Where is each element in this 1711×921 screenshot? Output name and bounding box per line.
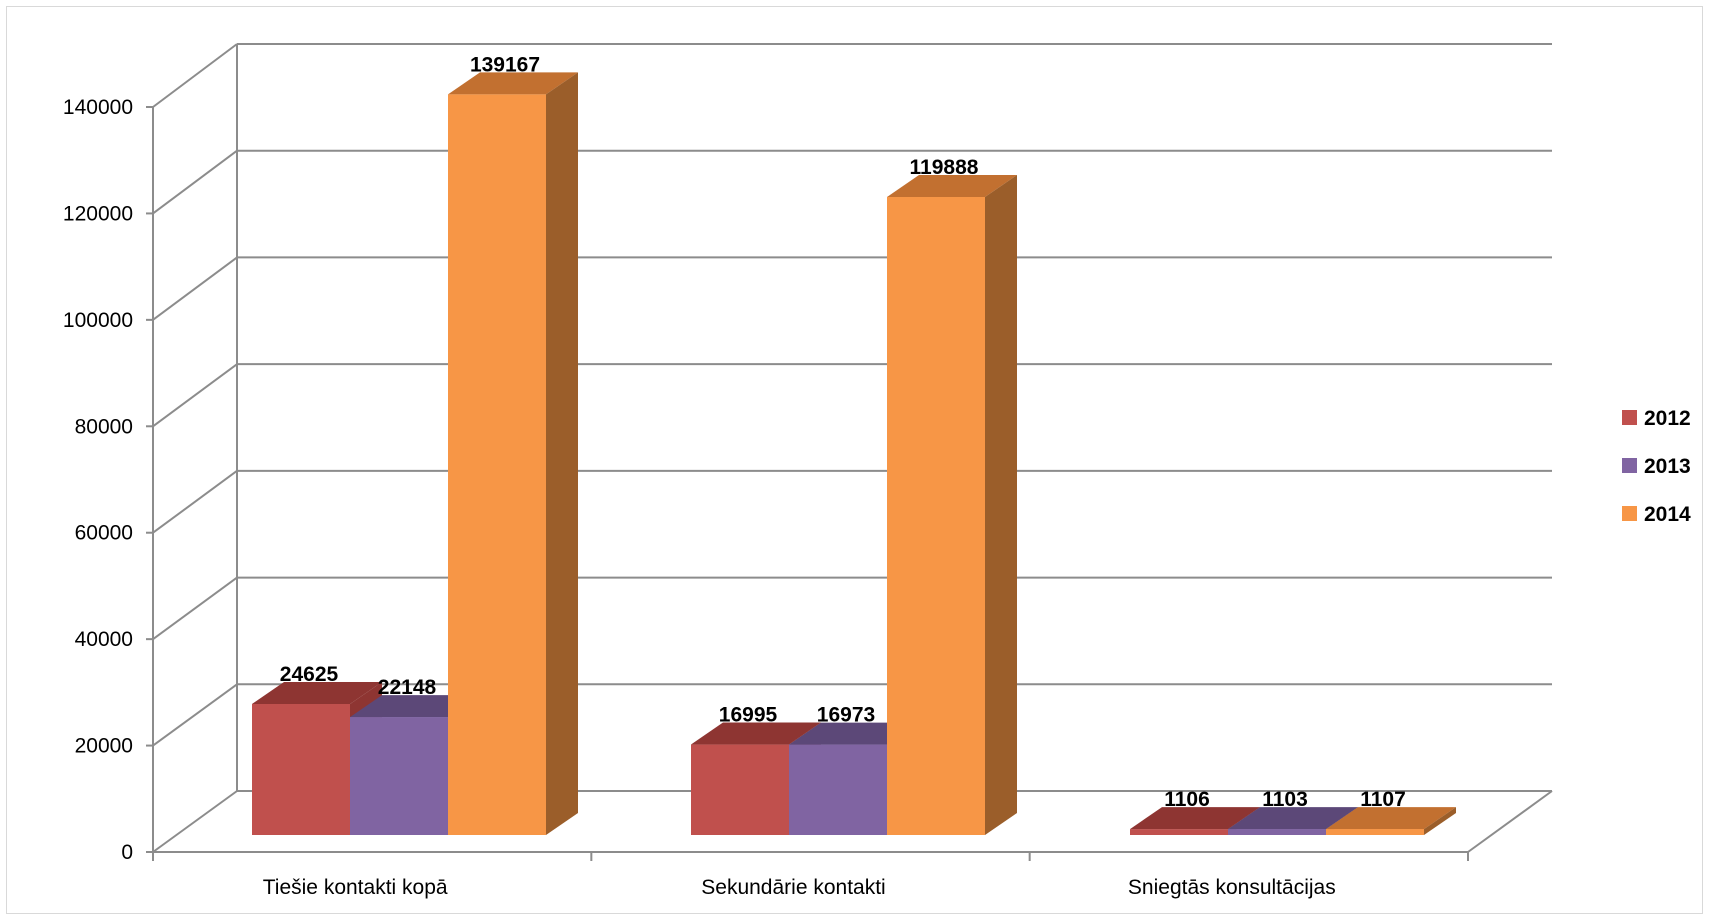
- gridline-diagonal: [152, 43, 238, 108]
- gridline-diagonal: [152, 149, 238, 215]
- bar-2014-top: [887, 175, 1017, 198]
- bar-2014-top: [448, 72, 578, 95]
- bar-2014-front-overlay: [887, 197, 985, 836]
- y-tick-label: 140000: [63, 96, 133, 119]
- data-label: 16995: [719, 704, 778, 727]
- y-tick-label: 60000: [75, 522, 133, 545]
- bar-2013-top: [789, 722, 919, 745]
- bar-2013-top: [350, 695, 480, 718]
- bar-2012-front: [252, 703, 350, 835]
- data-label: 1107: [1360, 788, 1406, 811]
- bar-2012-top: [1130, 807, 1260, 830]
- data-label: 1103: [1262, 788, 1308, 811]
- legend-swatch-2012: [1622, 410, 1637, 425]
- y-tick-label: 120000: [63, 202, 133, 225]
- x-category-label: Sniegtās konsultācijas: [1128, 876, 1336, 899]
- x-category-label: Sekundārie kontakti: [701, 876, 885, 899]
- gridline-diagonal: [152, 470, 238, 534]
- bar-2012-front: [691, 744, 789, 835]
- bar-2014-side: [546, 72, 578, 836]
- y-tick-label: 40000: [75, 628, 133, 651]
- data-label: 139167: [470, 53, 540, 76]
- bar-2014-side: [1424, 807, 1456, 835]
- bar-2014-front-overlay: [1326, 829, 1424, 835]
- y-tick-label: 20000: [75, 735, 133, 758]
- gridline-diagonal: [152, 256, 238, 321]
- y-tick-label: 100000: [63, 309, 133, 332]
- data-label: 119888: [910, 156, 979, 179]
- bar-2014-top: [1326, 807, 1456, 830]
- data-label: 22148: [378, 676, 437, 699]
- floor-right-edge: [1467, 790, 1553, 853]
- gridline-diagonal: [152, 683, 238, 747]
- legend-label-2014: 2014: [1644, 503, 1691, 526]
- legend-swatch-2014: [1622, 506, 1637, 521]
- legend-swatch-2013: [1622, 458, 1637, 473]
- data-label: 24625: [280, 663, 339, 686]
- x-category-label: Tiešie kontakti kopā: [263, 876, 448, 899]
- data-label: 16973: [817, 704, 875, 727]
- bar-2013-front-overlay: [1228, 829, 1326, 835]
- bar-2013-front-overlay: [350, 717, 448, 835]
- data-label: 1106: [1164, 788, 1210, 811]
- bar-2013-top: [1228, 807, 1358, 830]
- y-tick-label: 0: [121, 841, 133, 864]
- bar-2012-front: [1130, 829, 1228, 835]
- bar-2014-side: [985, 175, 1017, 836]
- gridline-diagonal: [152, 363, 238, 428]
- bar-2013-front-overlay: [789, 744, 887, 835]
- legend-label-2013: 2013: [1644, 455, 1691, 478]
- bar-2014-front-overlay: [448, 94, 546, 836]
- bar-2012-top: [691, 722, 821, 745]
- gridline-diagonal: [152, 576, 238, 640]
- legend-label-2012: 2012: [1644, 407, 1691, 430]
- bar-2012-top: [252, 681, 382, 704]
- gridline-diagonal: [152, 790, 238, 853]
- y-tick-label: 80000: [75, 415, 133, 438]
